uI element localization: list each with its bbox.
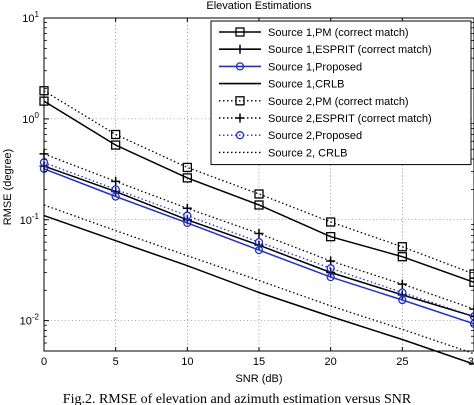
legend-entry: Source 2,ESPRIT (correct match) bbox=[219, 113, 432, 125]
data-point-square bbox=[182, 173, 192, 183]
data-point-circle bbox=[326, 272, 335, 282]
legend-marker-circle bbox=[235, 62, 245, 71]
data-point-plus bbox=[469, 304, 474, 314]
series-6 bbox=[39, 149, 474, 314]
data-point-circle bbox=[254, 237, 264, 247]
data-point-circle bbox=[398, 288, 407, 297]
legend-entry: Source 2,Proposed bbox=[219, 130, 362, 142]
legend-label: Source 2,PM (correct match) bbox=[268, 96, 409, 108]
y-tick-label: 100 bbox=[22, 111, 39, 126]
legend-label: Source 1,ESPRIT (correct match) bbox=[268, 44, 432, 56]
data-point-plus bbox=[111, 176, 121, 186]
data-point-square bbox=[326, 232, 336, 242]
data-point-circle bbox=[326, 264, 335, 273]
legend-entry: Source 1,Proposed bbox=[219, 61, 362, 73]
data-point-square bbox=[182, 162, 192, 173]
series-5 bbox=[39, 86, 474, 279]
data-point-square bbox=[397, 252, 407, 262]
legend-entry: Source 2,PM (correct match) bbox=[219, 96, 409, 108]
legend-marker-square bbox=[235, 27, 245, 37]
y-tick-label: 10-2 bbox=[20, 313, 40, 328]
data-point-circle bbox=[469, 312, 474, 321]
data-point-plus bbox=[182, 203, 192, 213]
data-point-square bbox=[326, 217, 336, 227]
y-axis-label: RMSE (degree) bbox=[2, 149, 14, 225]
data-point-circle bbox=[469, 319, 474, 328]
data-point-circle bbox=[111, 185, 120, 194]
data-point-plus bbox=[397, 279, 407, 289]
x-tick-label: 25 bbox=[396, 356, 408, 368]
legend-label: Source 2, CRLB bbox=[268, 147, 347, 159]
legend-marker-circle bbox=[235, 131, 245, 140]
series-line bbox=[43, 161, 474, 318]
data-point-square bbox=[111, 140, 121, 150]
x-tick-label: 0 bbox=[41, 356, 47, 368]
data-point-circle bbox=[183, 211, 192, 220]
data-point-square bbox=[469, 277, 474, 287]
legend-entry: Source 1,CRLB bbox=[219, 79, 344, 91]
x-tick-label: 5 bbox=[113, 356, 119, 368]
series-line bbox=[43, 100, 474, 284]
series-line bbox=[43, 204, 474, 355]
series-7 bbox=[39, 158, 474, 321]
figure-caption: Fig.2. RMSE of elevation and azimuth est… bbox=[63, 392, 412, 405]
legend-marker-plus bbox=[235, 44, 245, 54]
series-line bbox=[43, 168, 474, 325]
data-point-circle bbox=[254, 245, 264, 255]
legend-entry: Source 1,ESPRIT (correct match) bbox=[219, 44, 432, 56]
legend-label: Source 2,Proposed bbox=[268, 130, 362, 142]
data-point-plus bbox=[326, 268, 336, 278]
legend-entry: Source 2, CRLB bbox=[219, 147, 347, 159]
x-tick-label: 10 bbox=[181, 356, 193, 368]
data-point-square bbox=[469, 269, 474, 279]
x-tick-label: 20 bbox=[325, 356, 337, 368]
legend-marker-square bbox=[235, 96, 245, 106]
x-tick-label: 30 bbox=[468, 356, 474, 368]
legend-label: Source 1,Proposed bbox=[268, 61, 362, 73]
y-tick-label: 10-1 bbox=[20, 212, 40, 227]
data-point-square bbox=[254, 189, 264, 199]
legend-label: Source 1,PM (correct match) bbox=[268, 27, 409, 39]
legend-entry: Source 1,PM (correct match) bbox=[219, 27, 409, 39]
series-1 bbox=[39, 96, 474, 287]
data-point-plus bbox=[326, 256, 336, 266]
legend: Source 1,PM (correct match) Source 1,ESPR… bbox=[210, 20, 472, 166]
y-tick-label: 101 bbox=[22, 10, 39, 25]
x-tick-label: 15 bbox=[253, 356, 265, 368]
series-8 bbox=[43, 204, 474, 355]
data-point-square bbox=[111, 129, 121, 140]
legend-label: Source 2,ESPRIT (correct match) bbox=[268, 113, 432, 125]
legend-box bbox=[210, 20, 472, 166]
data-point-square bbox=[254, 200, 264, 210]
chart-title: Elevation Estimations bbox=[206, 0, 312, 12]
series-line bbox=[43, 214, 474, 365]
legend-label: Source 1,CRLB bbox=[268, 79, 344, 91]
legend-marker-plus bbox=[235, 113, 245, 123]
data-point-plus bbox=[254, 229, 264, 239]
data-point-square bbox=[397, 242, 407, 252]
x-axis-label: SNR (dB) bbox=[235, 373, 282, 385]
series-4 bbox=[43, 214, 474, 365]
